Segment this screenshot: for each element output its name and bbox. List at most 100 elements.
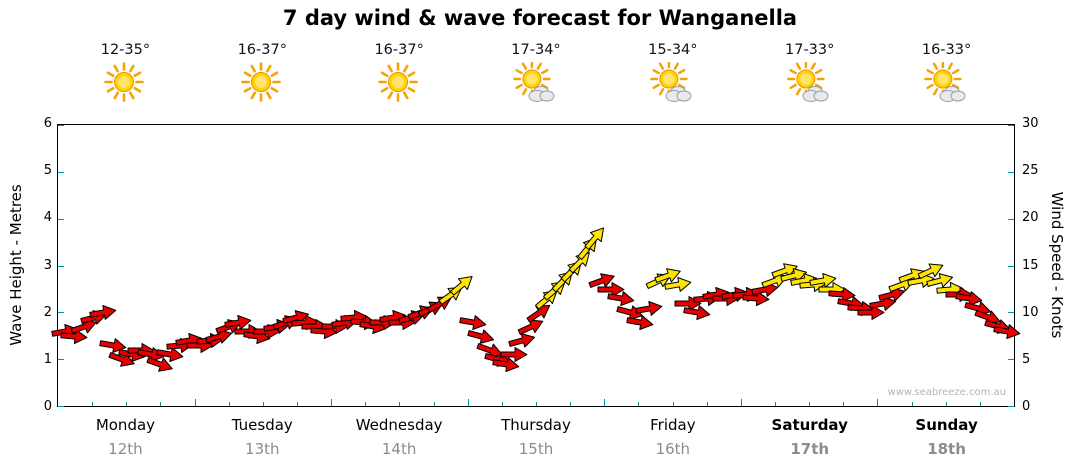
day-temp-range: 16-37° — [237, 42, 287, 58]
sun-cloud-icon — [513, 60, 555, 102]
x-axis-tick — [194, 399, 196, 406]
day-weather-icon — [923, 60, 970, 106]
left-axis-tick-label: 3 — [43, 257, 52, 273]
x-axis-tick — [604, 399, 606, 406]
wind-arrow-red — [492, 357, 520, 372]
wind-arrow-red — [828, 286, 856, 302]
sun-icon — [378, 62, 418, 102]
wind-arrow-red — [156, 347, 184, 363]
watermark: www.seabreeze.com.au — [887, 387, 1006, 398]
wind-arrow-yellow — [771, 263, 798, 279]
wind-arrow-yellow — [450, 276, 473, 296]
wind-arrow-red — [955, 291, 983, 307]
wind-arrow-red — [869, 295, 897, 311]
left-axis-tick-label: 2 — [43, 304, 52, 320]
wind-arrow-red — [89, 305, 117, 321]
left-axis-tick — [58, 406, 64, 407]
right-axis-tick-label: 5 — [1022, 351, 1031, 367]
x-axis-day-date: 18th — [927, 440, 966, 458]
right-axis-tick-label: 10 — [1022, 304, 1039, 320]
right-axis-tick-label: 15 — [1022, 257, 1039, 273]
x-axis-day-name: Friday — [650, 416, 696, 434]
left-axis-tick-label: 1 — [43, 351, 52, 367]
day-weather-icon — [376, 62, 422, 106]
x-axis-day-date: 12th — [108, 440, 143, 458]
sun-cloud-icon — [923, 60, 966, 102]
wind-arrow-yellow — [584, 227, 604, 251]
wind-arrow-red — [108, 352, 135, 367]
wind-arrow-red — [508, 333, 536, 349]
plot-area: www.seabreeze.com.au — [51, 124, 1021, 407]
x-axis-tick — [570, 402, 572, 406]
x-axis-day-date: 15th — [518, 440, 554, 458]
wind-arrow-red — [517, 319, 543, 336]
left-axis-tick-label: 6 — [43, 116, 52, 131]
x-axis-day-name: Monday — [95, 416, 156, 434]
x-axis-day-name: Tuesday — [231, 416, 293, 434]
wind-arrow-yellow — [568, 251, 590, 274]
x-axis-tick — [843, 402, 845, 406]
wind-arrow-red — [683, 305, 711, 321]
x-axis-tick — [160, 402, 162, 406]
day-weather-icon — [649, 60, 696, 106]
x-axis-tick — [740, 399, 742, 406]
wind-arrow-red — [742, 291, 770, 307]
wind-arrow-red — [70, 319, 97, 335]
sun-icon — [104, 62, 145, 102]
day-temp-range: 16-33° — [921, 42, 972, 58]
sun-icon — [241, 62, 282, 102]
left-axis-tick — [58, 125, 64, 126]
day-temp-range: 16-37° — [374, 42, 424, 58]
x-axis-day-name: Wednesday — [355, 416, 443, 434]
right-axis-tick — [1008, 359, 1014, 361]
x-axis-tick — [467, 399, 469, 406]
x-axis-day-date: 16th — [655, 440, 691, 458]
day-weather-icon — [513, 60, 559, 106]
day-temp-range: 17-34° — [511, 42, 561, 58]
wind-arrow-red — [224, 314, 252, 330]
left-axis-tick — [58, 312, 64, 314]
x-axis-tick — [262, 402, 264, 406]
right-axis-tick — [1008, 265, 1014, 267]
wind-arrow-red — [626, 314, 654, 330]
right-axis-tick-label: 25 — [1022, 163, 1039, 179]
x-axis-tick — [775, 402, 776, 406]
x-axis-tick — [877, 399, 879, 406]
x-axis-tick — [672, 402, 674, 406]
x-axis-tick — [809, 402, 811, 406]
wind-arrow-red — [459, 314, 487, 330]
sun-cloud-icon — [649, 60, 692, 102]
x-axis-day-date: 14th — [381, 440, 417, 458]
left-axis-tick — [58, 265, 64, 267]
x-axis-tick — [911, 402, 913, 406]
right-axis-tick — [1008, 171, 1014, 173]
day-weather-icon — [102, 62, 148, 106]
right-axis-tick — [1008, 406, 1014, 407]
x-axis-day-name: Sunday — [915, 416, 978, 434]
wind-arrow-yellow — [664, 277, 692, 293]
wind-arrow-yellow — [809, 272, 837, 288]
right-axis-tick-label: 20 — [1022, 210, 1039, 226]
x-axis-tick — [536, 402, 537, 406]
x-axis-day-name: Saturday — [771, 416, 848, 434]
day-temp-range: 17-33° — [785, 42, 835, 58]
wind-arrow-red — [137, 347, 165, 363]
right-axis-tick-label: 0 — [1022, 399, 1031, 414]
x-axis-tick — [399, 402, 401, 406]
wind-arrow-red — [500, 347, 528, 363]
wind-arrow-red — [588, 272, 615, 288]
chart-title: 7 day wind & wave forecast for Wanganell… — [282, 6, 798, 30]
wind-arrow-red — [146, 356, 174, 372]
wind-arrow-red — [857, 305, 885, 321]
x-axis-tick — [331, 399, 333, 406]
wind-arrow-red — [635, 300, 663, 316]
x-axis-tick — [945, 402, 947, 406]
right-axis-tick — [1008, 218, 1014, 220]
wind-arrow-yellow — [926, 272, 954, 288]
left-axis-tick — [58, 171, 64, 173]
left-axis-tick-label: 5 — [43, 163, 52, 179]
wind-arrow-red — [98, 338, 126, 354]
day-temp-range: 15-34° — [648, 42, 698, 58]
x-axis-tick — [228, 402, 230, 406]
